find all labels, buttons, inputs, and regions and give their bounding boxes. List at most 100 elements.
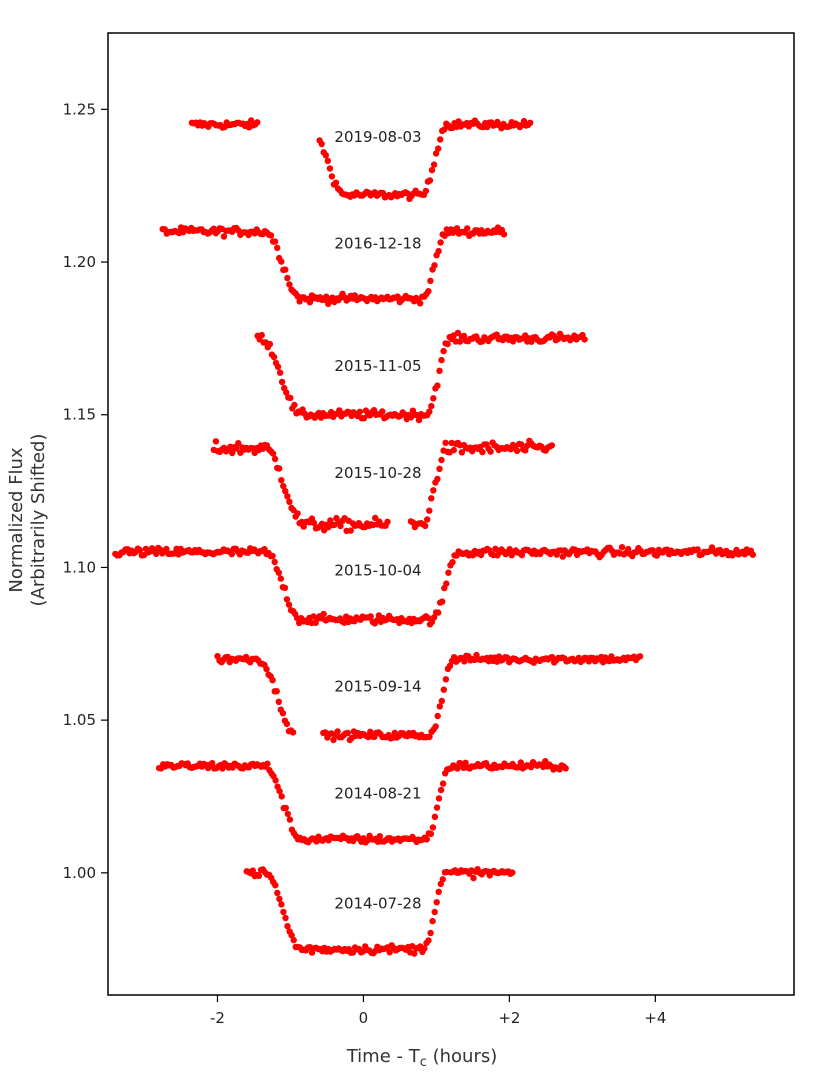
data-point: [294, 510, 301, 517]
data-point: [276, 465, 283, 472]
data-point: [438, 697, 445, 705]
data-point: [517, 759, 524, 766]
data-point: [384, 518, 391, 525]
data-point: [291, 401, 298, 409]
data-point: [347, 527, 354, 534]
data-point: [441, 126, 448, 133]
data-point: [282, 488, 289, 495]
data-point: [372, 514, 379, 522]
data-point: [276, 369, 284, 376]
data-point: [284, 810, 291, 818]
data-point: [276, 787, 283, 795]
data-point: [434, 475, 441, 483]
data-point: [282, 914, 289, 922]
series-label: 2014-07-28: [334, 894, 421, 912]
data-point: [430, 161, 438, 168]
data-point: [426, 177, 434, 184]
data-point: [278, 793, 285, 800]
data-point: [286, 281, 293, 288]
series-2016-12-18: [159, 224, 508, 308]
data-point: [464, 225, 471, 232]
data-point: [435, 888, 442, 895]
x-tick-label: +4: [644, 1009, 666, 1027]
data-point: [286, 498, 293, 505]
data-point: [282, 266, 289, 273]
data-point: [625, 545, 632, 553]
data-point: [284, 923, 291, 930]
data-point: [272, 777, 279, 784]
data-point: [444, 340, 451, 348]
data-point: [636, 653, 644, 660]
data-point: [263, 665, 270, 673]
data-point: [330, 736, 337, 744]
data-point: [284, 493, 291, 500]
data-point: [367, 728, 374, 735]
data-point: [435, 247, 442, 255]
data-point: [269, 552, 276, 560]
y-tick-label: 1.05: [63, 711, 96, 729]
data-point: [324, 157, 331, 165]
data-point: [436, 367, 443, 374]
data-point: [424, 614, 432, 621]
plot-frame: [107, 32, 795, 996]
series-2019-08-03: [188, 117, 534, 202]
data-point: [439, 876, 446, 883]
y-tick-label: 1.25: [63, 100, 96, 118]
series-label: 2015-11-05: [334, 357, 421, 375]
data-point: [258, 331, 265, 339]
data-point: [277, 575, 284, 582]
series-label: 2015-10-04: [334, 561, 421, 579]
data-point: [235, 440, 242, 447]
data-point: [274, 244, 281, 252]
data-point: [266, 340, 274, 348]
data-point: [450, 446, 457, 454]
data-point: [233, 445, 240, 452]
data-point: [500, 231, 508, 238]
data-point: [322, 152, 329, 159]
data-point: [278, 378, 286, 386]
data-point: [276, 895, 283, 903]
data-point: [275, 698, 282, 705]
data-point: [255, 872, 263, 879]
data-point: [429, 917, 436, 925]
data-point: [415, 416, 423, 424]
data-point: [422, 187, 430, 195]
data-point: [434, 712, 441, 720]
data-point: [310, 519, 318, 527]
data-point: [453, 225, 461, 232]
data-point: [435, 609, 442, 616]
data-point: [562, 765, 569, 772]
series-2014-07-28: [243, 866, 516, 957]
data-point: [427, 277, 434, 284]
data-point: [283, 720, 291, 728]
axis-ticks-layer: -2 0 +2 +4 1.00 1.05 1.10 1.15 1.20 1.25: [63, 100, 667, 1027]
data-point: [425, 937, 432, 944]
data-point: [411, 950, 418, 957]
data-point: [337, 522, 344, 530]
data-point: [367, 613, 374, 620]
data-point: [431, 262, 438, 269]
series-2015-10-04: [112, 544, 756, 628]
data-point: [449, 559, 456, 566]
y-axis-title-line2: (Arbitrarily Shifted): [28, 434, 49, 607]
data-point: [425, 288, 432, 295]
data-point: [439, 780, 447, 787]
data-point: [433, 804, 441, 811]
data-point: [456, 338, 464, 345]
data-point: [284, 274, 291, 282]
data-point: [430, 395, 437, 402]
data-point: [438, 356, 445, 364]
data-point: [356, 408, 363, 415]
data-point: [618, 544, 626, 551]
x-tick-label: 0: [359, 1009, 369, 1027]
data-point: [426, 733, 433, 741]
data-point: [422, 522, 429, 530]
series-label: 2019-08-03: [334, 128, 421, 146]
data-point: [278, 901, 285, 908]
y-tick-label: 1.15: [63, 406, 96, 424]
data-point: [278, 477, 285, 484]
data-point: [443, 580, 450, 587]
data-point: [440, 686, 447, 693]
data-point: [458, 449, 466, 456]
data-point: [749, 551, 756, 558]
